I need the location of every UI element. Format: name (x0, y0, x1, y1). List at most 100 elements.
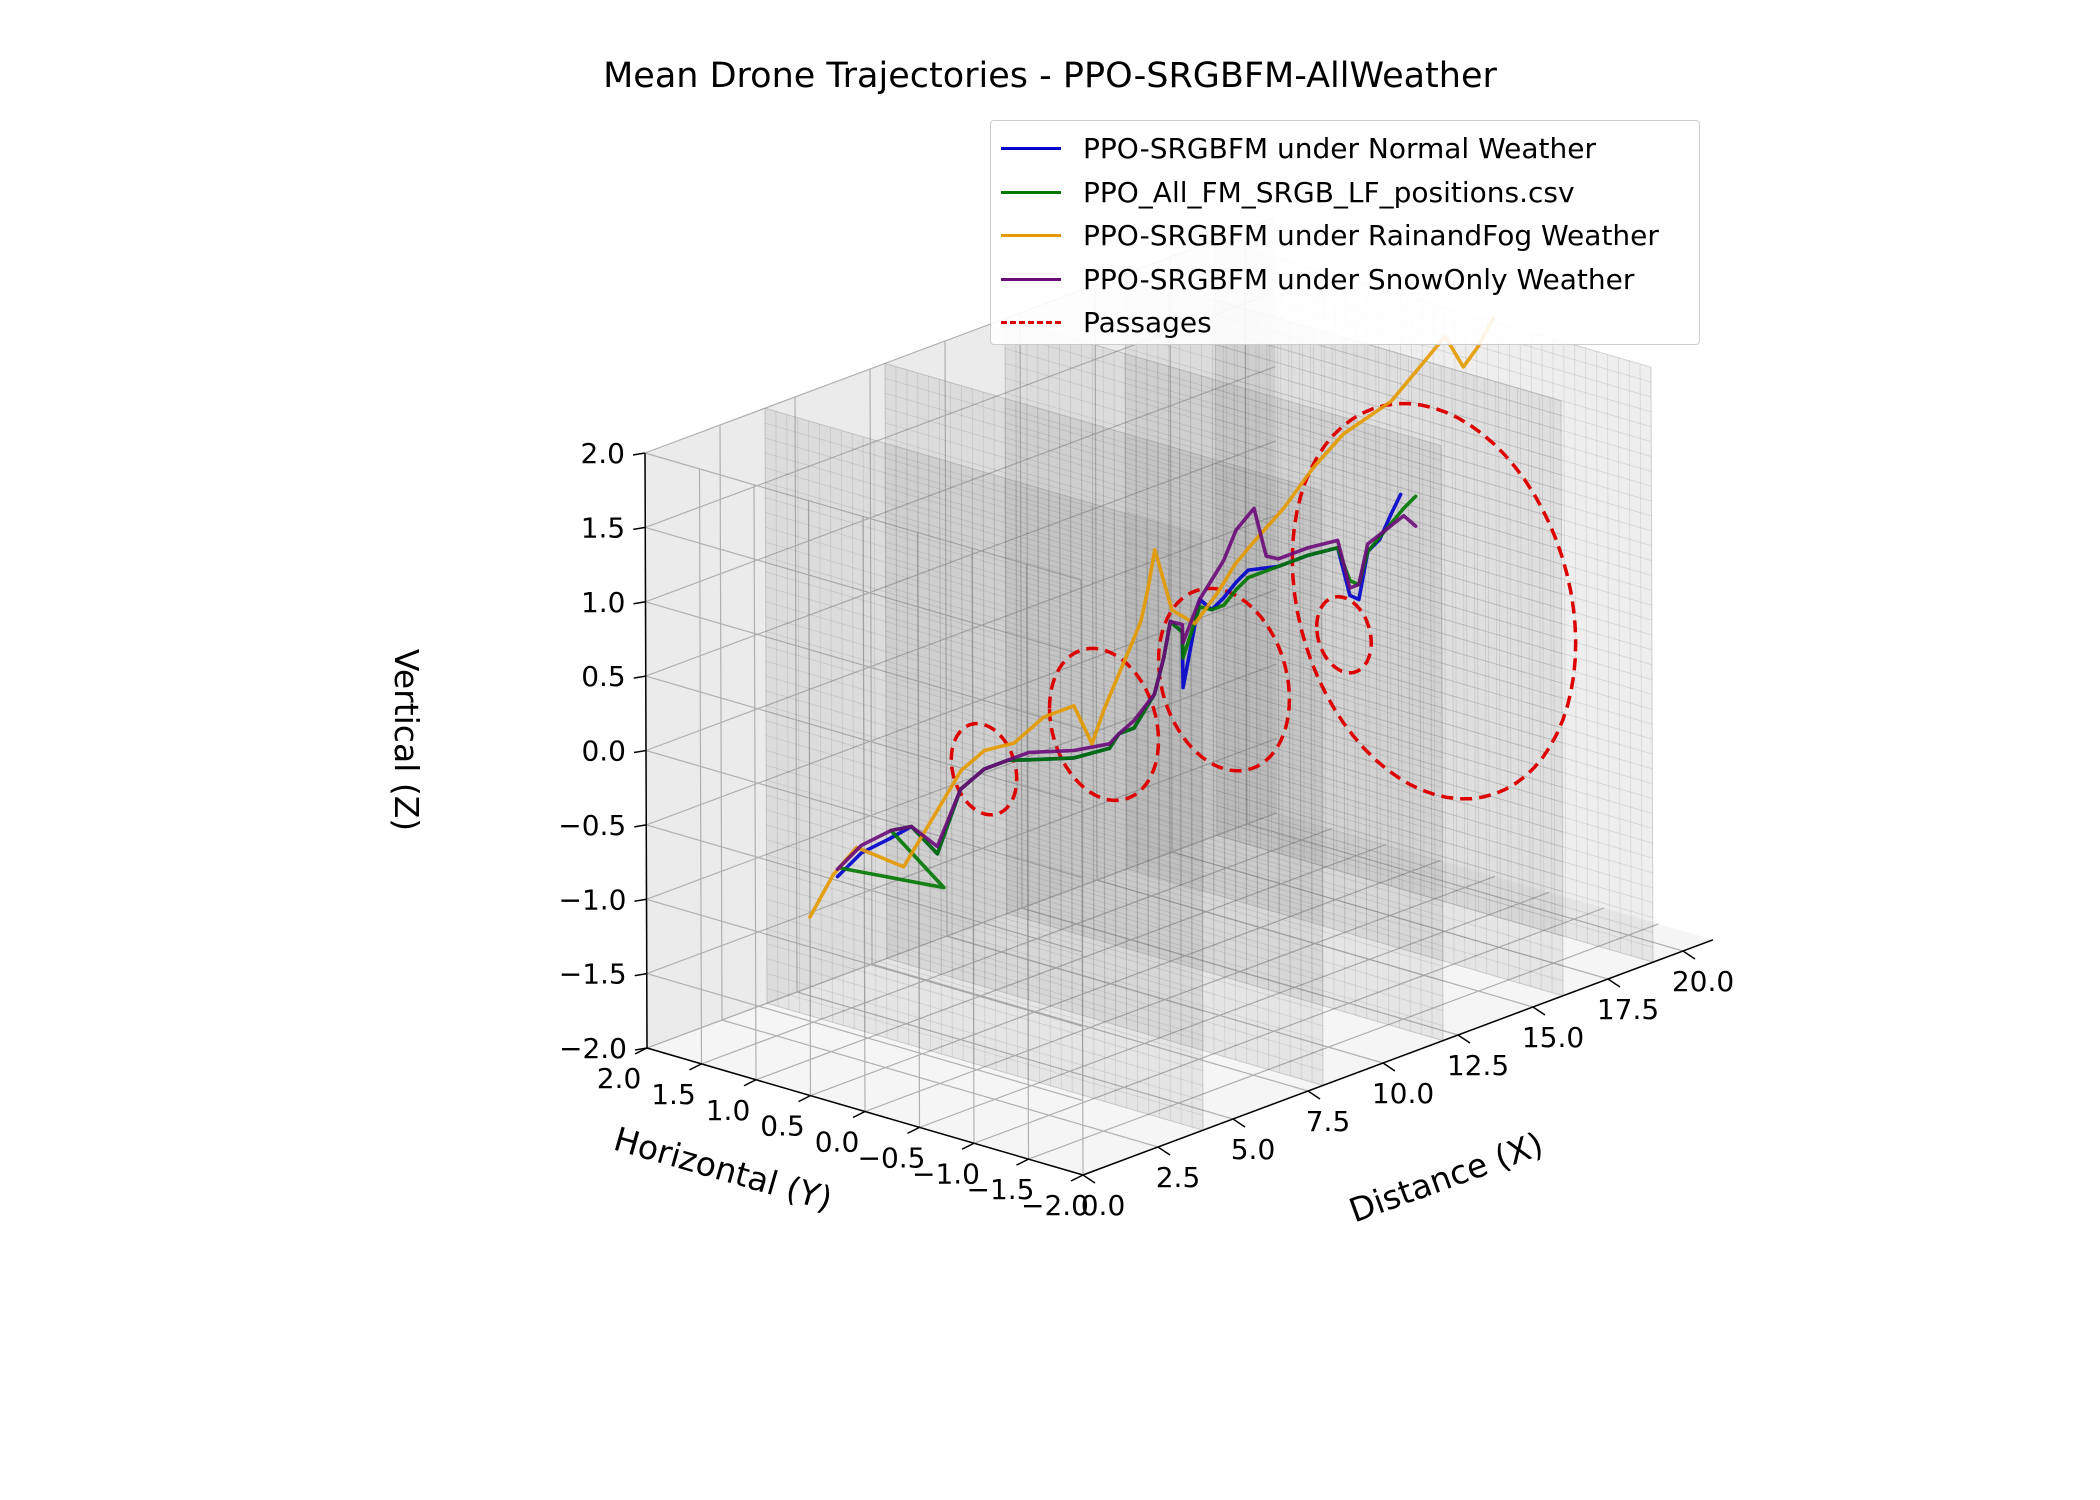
wall-mesh-line (886, 794, 1323, 923)
wall-mesh-line (1375, 346, 1379, 942)
wall-mesh-line (1244, 308, 1248, 904)
wall-mesh-line (1005, 452, 1442, 580)
wall-mesh-line (1006, 794, 1443, 922)
wall-mesh-line (1126, 794, 1563, 922)
wall-mesh-line (1487, 319, 1490, 915)
wall-mesh-line (1048, 331, 1051, 927)
trajectory-series-4 (835, 506, 1418, 872)
wall-mesh-line (1048, 490, 1051, 1086)
wall-mesh-line (766, 839, 1203, 967)
wall-mesh-line (766, 913, 1203, 1042)
wall-mesh-line (1484, 378, 1488, 974)
wall-mesh-line (1222, 382, 1226, 978)
wall-mesh-line (886, 824, 1323, 952)
wall-mesh-line (1178, 449, 1182, 1045)
wall-mesh-line (1005, 377, 1442, 506)
wall-mesh-line (885, 630, 1323, 759)
z-tick (634, 898, 647, 902)
wall-mesh-line (1004, 398, 1008, 994)
wall-mesh-line (1498, 322, 1501, 918)
wall-mesh-line (1048, 411, 1051, 1007)
wall-mesh-line (1006, 719, 1443, 848)
wall-mesh-line (766, 987, 1204, 1116)
wall-mesh-line (885, 511, 1322, 640)
wall-mesh-line (1102, 426, 1106, 1022)
wall-mesh-line (1596, 351, 1599, 947)
z-tick (633, 749, 647, 754)
wall-mesh-line (885, 541, 1322, 670)
wall-mesh-line (1126, 704, 1563, 833)
wall-mesh-line (885, 571, 1322, 700)
wall-mesh-line (1244, 468, 1248, 1064)
z-tick (633, 526, 646, 531)
y-tick-label: 1.5 (651, 1078, 696, 1111)
wall-mesh-line (1006, 675, 1443, 803)
wall-mesh-line (1135, 516, 1138, 1112)
wall-mesh-line (1006, 853, 1443, 982)
wall-mesh-line (885, 615, 1322, 744)
wall-mesh-line (1364, 343, 1368, 939)
wall-mesh-line (885, 422, 1322, 551)
wall-mesh-line (1617, 357, 1621, 953)
wall-mesh-line (765, 720, 1203, 848)
wall-mesh-line (1408, 356, 1411, 952)
wall-mesh-line (906, 369, 910, 965)
wall-mesh-line (1211, 458, 1215, 1054)
wall-mesh-line (1124, 512, 1128, 1108)
wall-mesh-line (993, 474, 997, 1070)
wall-mesh-line (1069, 417, 1073, 1013)
wall-mesh-line (1026, 484, 1029, 1080)
wall-mesh-line (765, 601, 1202, 729)
wall-mesh-line (862, 436, 866, 1032)
wall-mesh-line (1215, 507, 1653, 636)
wall-mesh-line (1397, 432, 1400, 1028)
wall-mesh-line (1113, 509, 1117, 1105)
wall-mesh-line (1473, 375, 1477, 971)
wall-mesh-line (1418, 439, 1422, 1035)
x-tick (1457, 1034, 1471, 1044)
wall-mesh-line (1364, 423, 1368, 1019)
x-tick (1382, 1062, 1396, 1072)
wall-mesh-line (1233, 305, 1237, 901)
wall-mesh-line (1125, 526, 1562, 655)
wall-mesh-line (1541, 335, 1545, 931)
wall-mesh-line (1006, 868, 1443, 997)
wall-mesh-line (766, 809, 1203, 938)
wall-mesh-line (1216, 805, 1654, 933)
wall-mesh-line (1334, 275, 1338, 871)
wall-mesh-line (1125, 570, 1563, 699)
wall-mesh-line (1005, 600, 1443, 729)
wall-mesh-line (765, 482, 1202, 610)
wall-mesh-line (1215, 418, 1652, 547)
legend-label: Passages (1083, 306, 1212, 340)
wall-mesh-line (1126, 779, 1563, 907)
z-tick (632, 452, 646, 456)
wall-mesh-line (765, 630, 1202, 759)
wall-mesh-line (1215, 522, 1653, 651)
wall-mesh-line (928, 455, 931, 1051)
wall-mesh-line (1397, 353, 1400, 949)
wall-mesh-line (765, 467, 1202, 596)
y-tick (852, 1110, 866, 1119)
wall-mesh-line (1037, 407, 1040, 1003)
wall-mesh-line (1125, 422, 1562, 550)
z-tick (634, 972, 647, 977)
wall-mesh-line (1277, 477, 1280, 1073)
x-tick-label: 15.0 (1522, 1021, 1584, 1054)
wall-mesh-line (1353, 420, 1357, 1016)
x-tick-label: 10.0 (1372, 1077, 1434, 1110)
x-tick-label: 5.0 (1231, 1133, 1276, 1166)
wall-mesh-line (1323, 271, 1327, 867)
wall-mesh-line (1356, 281, 1360, 877)
wall-mesh-line (1628, 360, 1632, 956)
wall-mesh-line (1465, 313, 1469, 909)
wall-mesh-line (1215, 492, 1652, 621)
x-tick (1082, 1174, 1096, 1184)
wall-mesh-line (1091, 423, 1095, 1019)
wall-mesh-line (1146, 519, 1149, 1115)
z-tick-label: 0.5 (581, 660, 626, 693)
y-tick-label: −1.5 (967, 1173, 1035, 1206)
wall-mesh-line (1125, 377, 1562, 506)
wall-mesh-line (1168, 366, 1171, 962)
wall-mesh-line (765, 526, 1202, 655)
